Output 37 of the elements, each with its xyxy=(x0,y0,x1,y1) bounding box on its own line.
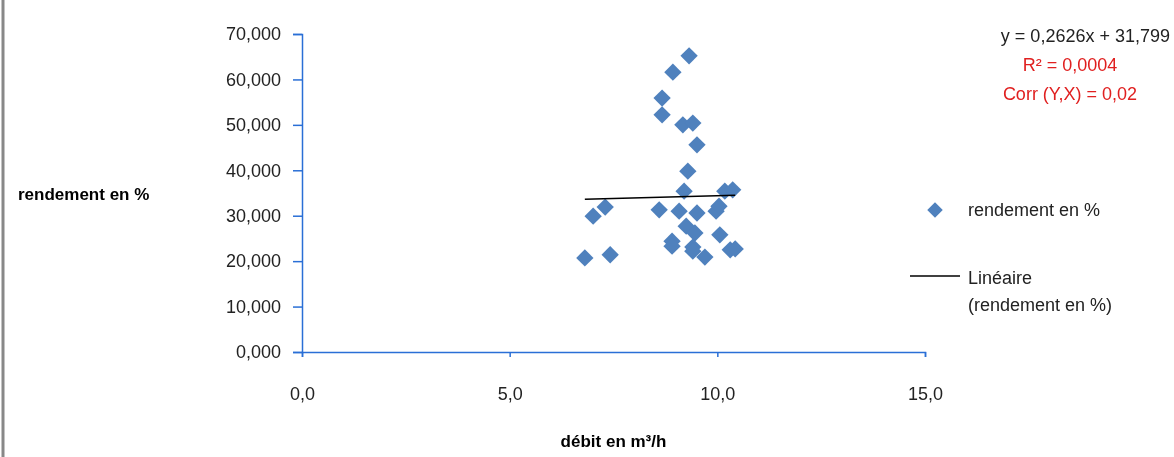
point xyxy=(675,182,693,200)
point xyxy=(711,226,729,244)
point xyxy=(664,63,682,81)
legend-label: Linéaire (rendement en %) xyxy=(968,268,1113,315)
point xyxy=(679,162,697,180)
point xyxy=(670,202,688,220)
y-tick-label: 10,000 xyxy=(225,296,281,317)
x-tick-label: 5,0 xyxy=(497,383,523,404)
point xyxy=(601,246,619,264)
point xyxy=(596,198,614,216)
point xyxy=(576,249,594,267)
point xyxy=(696,248,714,266)
x-tick-label: 10,0 xyxy=(700,383,736,404)
point xyxy=(650,201,668,219)
point xyxy=(686,224,704,242)
point xyxy=(677,217,695,235)
point xyxy=(653,89,671,107)
x-tick-label: 0,0 xyxy=(289,383,316,404)
text: R² = 0,0004 xyxy=(1022,55,1118,75)
y-tick-label: 50,000 xyxy=(225,115,281,136)
point xyxy=(688,136,706,154)
x-tick-label: 15,0 xyxy=(907,383,944,404)
y-tick-label: 30,000 xyxy=(225,205,281,226)
legend-label: rendement en % xyxy=(968,200,1101,220)
x-axis-title: débit en m³/h xyxy=(560,432,667,451)
text: y = 0,2626x + 31,799 xyxy=(1000,26,1170,46)
point xyxy=(680,47,698,65)
y-axis-title: rendement en % xyxy=(18,185,150,204)
point xyxy=(688,204,706,222)
y-tick-label: 20,000 xyxy=(225,251,281,272)
y-tick-label: 0,000 xyxy=(235,342,281,363)
y-tick-label: 40,000 xyxy=(225,160,281,181)
point xyxy=(584,207,602,225)
y-tick-label: 70,000 xyxy=(225,24,281,45)
point xyxy=(653,106,671,124)
text: Corr (Y,X) = 0,02 xyxy=(1002,84,1138,104)
y-tick-label: 60,000 xyxy=(225,69,281,90)
